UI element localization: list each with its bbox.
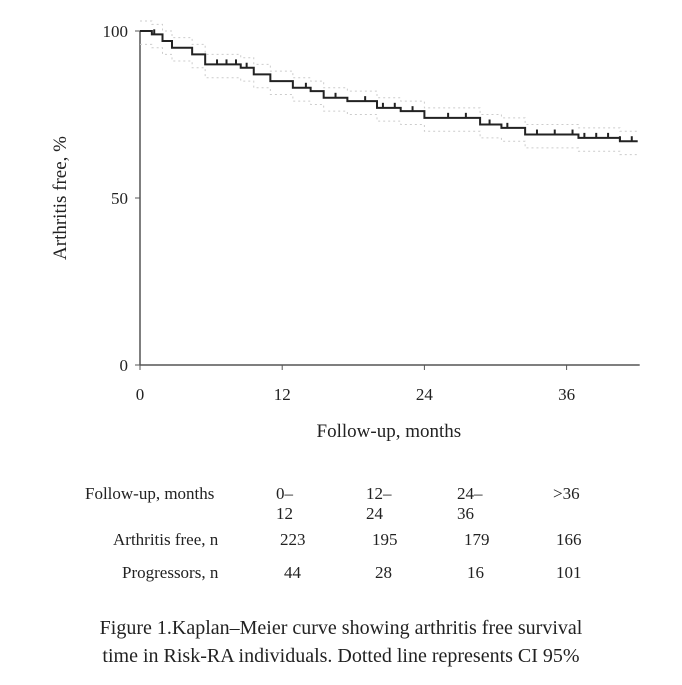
y-tick-label: 50 xyxy=(111,189,128,208)
row-label: Arthritis free, n xyxy=(113,530,219,549)
cell: 166 xyxy=(556,530,582,549)
cell: 44 xyxy=(284,563,301,582)
caption-line: Figure 1.Kaplan–Meier curve showing arth… xyxy=(99,617,583,639)
km-chart: 0 12 24 36 0 50 100 Follow-up, months Arthritis … xyxy=(50,20,640,442)
table-header-label: Follow-up, months xyxy=(85,484,215,503)
cell: 195 xyxy=(372,530,398,549)
table-header-col: 24–36 xyxy=(457,484,483,523)
x-axis-label: Follow-up, months xyxy=(317,421,462,442)
row-label: Progressors, n xyxy=(122,563,219,582)
y-tick-label: 100 xyxy=(103,22,129,41)
cell: 28 xyxy=(375,563,392,582)
caption-line: time in Risk-RA individuals. Dotted line… xyxy=(102,645,580,667)
cell: 223 xyxy=(280,530,306,549)
table-header-col: 12–24 xyxy=(366,484,392,523)
survival-curve xyxy=(140,30,638,143)
table-header-col: >36 xyxy=(553,484,580,503)
table-header-col: 0–12 xyxy=(276,484,293,523)
x-tick-label: 12 xyxy=(274,385,291,404)
x-tick-label: 0 xyxy=(136,385,145,404)
y-axis-label: Arthritis free, % xyxy=(50,136,71,260)
x-tick-label: 24 xyxy=(416,385,434,404)
x-tick-label: 36 xyxy=(558,385,575,404)
cell: 101 xyxy=(556,563,582,582)
figure-caption: Figure 1.Kaplan–Meier curve showing arth… xyxy=(0,614,682,670)
y-tick-label: 0 xyxy=(120,356,129,375)
cell: 179 xyxy=(464,530,490,549)
cell: 16 xyxy=(467,563,484,582)
ci-lower-line xyxy=(140,43,638,156)
ci-upper-line xyxy=(140,20,638,132)
